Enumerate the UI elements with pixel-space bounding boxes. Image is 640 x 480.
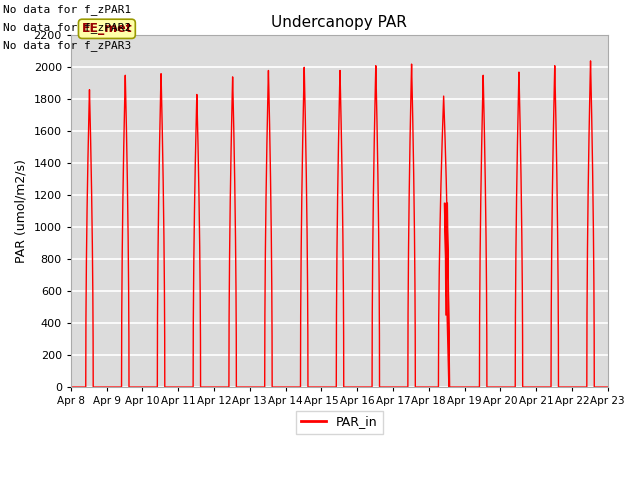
Text: No data for f_zPAR3: No data for f_zPAR3 — [3, 40, 131, 51]
Text: EE_met: EE_met — [81, 23, 132, 36]
Legend: PAR_in: PAR_in — [296, 410, 383, 433]
Title: Undercanopy PAR: Undercanopy PAR — [271, 15, 407, 30]
Y-axis label: PAR (umol/m2/s): PAR (umol/m2/s) — [15, 159, 28, 263]
Text: No data for f_zPAR2: No data for f_zPAR2 — [3, 22, 131, 33]
Text: No data for f_zPAR1: No data for f_zPAR1 — [3, 4, 131, 15]
